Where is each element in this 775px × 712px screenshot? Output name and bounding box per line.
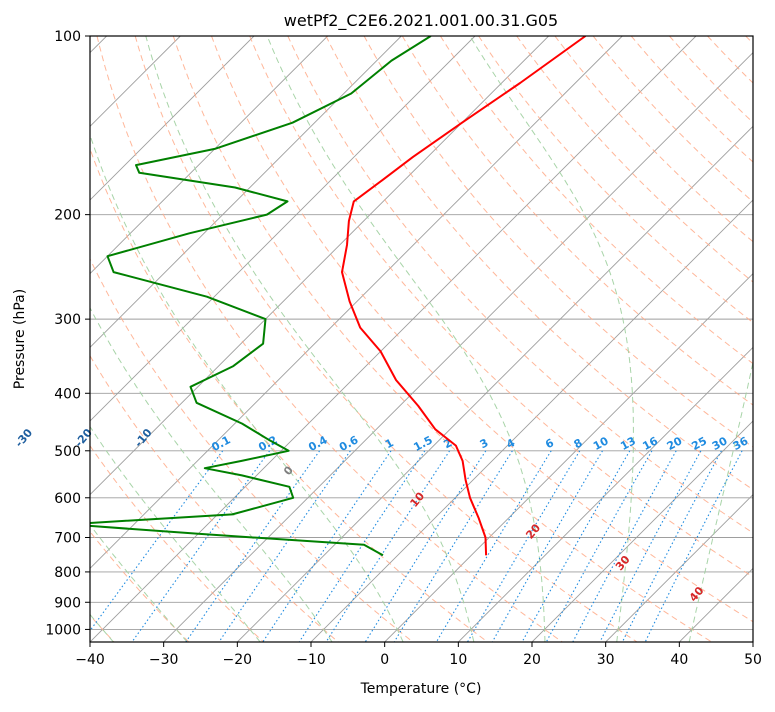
x-tick-label: 20 (523, 652, 541, 668)
x-tick-label: 0 (380, 652, 389, 668)
x-tick-label: −40 (75, 652, 105, 668)
y-tick-label: 100 (54, 29, 81, 45)
x-tick-label: 30 (597, 652, 615, 668)
y-axis-title: Pressure (hPa) (12, 289, 28, 389)
y-tick-label: 1000 (45, 622, 81, 638)
y-tick-label: 800 (54, 565, 81, 581)
x-tick-label: −20 (223, 652, 253, 668)
y-tick-label: 500 (54, 444, 81, 460)
chart-title: wetPf2_C2E6.2021.001.00.31.G05 (284, 11, 558, 31)
x-tick-label: 40 (670, 652, 688, 668)
y-tick-label: 900 (54, 595, 81, 611)
y-tick-label: 300 (54, 312, 81, 328)
y-tick-label: 600 (54, 491, 81, 507)
y-tick-label: 700 (54, 531, 81, 547)
x-tick-label: −10 (296, 652, 326, 668)
x-tick-label: −30 (149, 652, 179, 668)
x-axis-title: Temperature (°C) (360, 681, 482, 697)
x-tick-label: 50 (744, 652, 762, 668)
y-tick-label: 200 (54, 208, 81, 224)
y-tick-label: 400 (54, 386, 81, 402)
x-tick-label: 10 (449, 652, 467, 668)
